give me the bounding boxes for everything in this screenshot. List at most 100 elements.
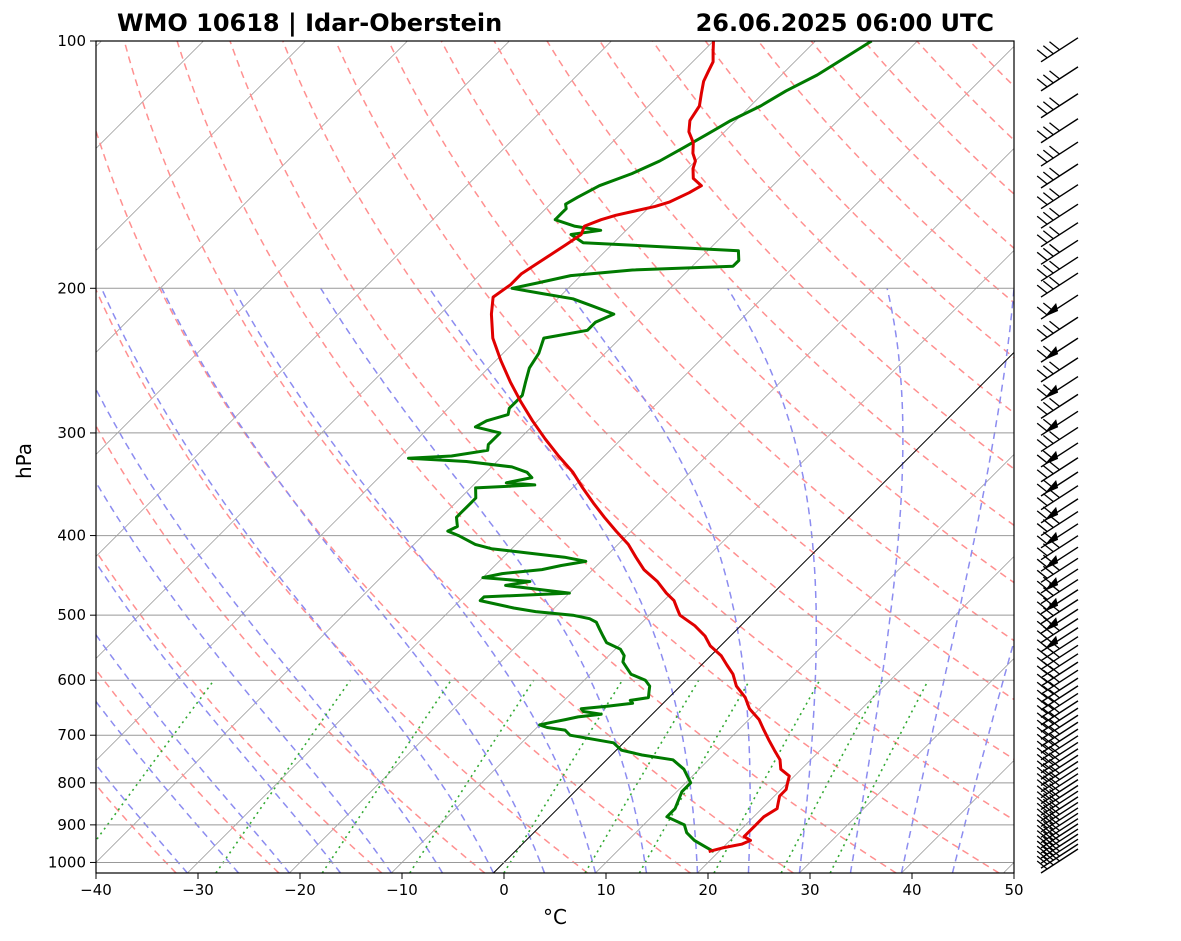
wind-barb-feather — [1049, 847, 1060, 857]
y-tick-label: 400 — [57, 527, 86, 545]
wind-barb — [1036, 272, 1079, 298]
wind-barb-feather — [1042, 856, 1054, 866]
y-axis-label: hPa — [12, 443, 36, 479]
wind-barb-feather — [1036, 779, 1048, 789]
wind-barb-feather — [1049, 188, 1060, 198]
wind-barb-feather — [1036, 369, 1048, 379]
dry-adiabat-line — [334, 41, 1014, 761]
wind-barb-feather — [1042, 171, 1054, 181]
wind-barb — [1036, 523, 1079, 549]
wind-barb-feather — [1036, 840, 1048, 850]
wind-barb-feather — [1036, 824, 1048, 834]
x-tick-label: −20 — [284, 881, 316, 899]
wind-barb-feather — [1036, 105, 1048, 115]
wind-barb-feather — [1036, 558, 1048, 568]
moist-adiabat-line — [951, 638, 1014, 873]
wind-barb-feather — [1042, 126, 1054, 136]
mixing-ratio-line — [321, 679, 452, 873]
x-tick-label: −10 — [386, 881, 418, 899]
wind-barb-feather — [1036, 130, 1048, 140]
chart-timestamp: 26.06.2025 06:00 UTC — [696, 9, 994, 37]
wind-barb — [1036, 833, 1079, 859]
wind-barb-feather — [1036, 580, 1048, 590]
wind-barb-feather — [1042, 809, 1054, 819]
isotherm-line — [391, 250, 1014, 873]
moist-adiabat-line — [727, 287, 818, 873]
wind-barb-feather — [1036, 483, 1048, 493]
wind-barb — [1036, 66, 1079, 92]
wind-barb-feather — [1036, 791, 1048, 801]
wind-barb — [1036, 393, 1079, 419]
wind-barb-feather — [1036, 785, 1048, 795]
wind-barb-feather — [1042, 841, 1054, 851]
wind-barb-feather — [1049, 461, 1060, 471]
wind-barb — [1036, 818, 1079, 844]
wind-barb-feather — [1049, 852, 1060, 862]
wind-barb — [1036, 337, 1079, 363]
wind-barb — [1036, 568, 1079, 594]
wind-barb-feather — [1036, 438, 1048, 448]
moist-adiabat-line — [232, 287, 597, 873]
isotherm-line — [697, 556, 1014, 873]
mixing-ratio-line — [96, 679, 215, 842]
wind-barb — [1036, 222, 1079, 248]
wind-barb-feather — [1036, 830, 1048, 840]
wind-barb-feather — [1036, 850, 1048, 860]
wind-barb-feather — [1049, 97, 1060, 107]
wind-barb — [1036, 801, 1079, 828]
wind-barb — [1036, 93, 1079, 119]
wind-barb-feather — [1049, 260, 1060, 270]
wind-barb-feather — [1042, 434, 1054, 444]
x-axis: −40 −30 −20 −10 0 10 20 30 40 50 — [80, 873, 1024, 899]
wind-barb-feather — [1042, 493, 1054, 503]
wind-barb-feather — [1042, 192, 1054, 202]
wind-barb — [1036, 589, 1079, 615]
x-tick-label: 20 — [698, 881, 717, 899]
wind-barb-feather — [1036, 630, 1048, 640]
wind-barb-feather — [1042, 831, 1054, 841]
dry-adiabat-line — [282, 41, 1014, 822]
wind-barb-feather — [1049, 805, 1060, 815]
wind-barb-feather — [1042, 506, 1054, 516]
isotherm-line — [595, 454, 1014, 873]
wind-barb-feather — [1049, 842, 1060, 852]
wind-barb-feather — [1049, 430, 1060, 440]
isotherm-line — [96, 41, 714, 659]
wind-barb-feather — [1042, 230, 1054, 240]
wind-barb — [1036, 807, 1079, 833]
isotherm-line — [96, 41, 408, 353]
dry-adiabat-line — [229, 41, 1000, 873]
wind-barb-feather — [1036, 665, 1048, 675]
wind-barb — [1036, 828, 1079, 854]
wind-barb-feather — [1036, 673, 1048, 683]
wind-barbs — [1036, 37, 1079, 874]
wind-barb-feather — [1036, 860, 1048, 870]
dry-adiabat-line — [387, 41, 1014, 701]
wind-barb — [1036, 457, 1079, 483]
wind-barb-feather — [1036, 49, 1048, 59]
wind-barb — [1036, 546, 1079, 572]
wind-barb-feather — [1036, 835, 1048, 845]
wind-barb-feather — [1042, 45, 1054, 55]
wind-barb — [1036, 37, 1079, 63]
wind-barb-feather — [1049, 397, 1060, 407]
wind-barb-feather — [1042, 450, 1054, 460]
wind-barb — [1036, 118, 1079, 144]
moist-adiabat-line — [900, 288, 1014, 873]
wind-barb-feather — [1042, 607, 1054, 617]
y-tick-label: 600 — [57, 671, 86, 689]
wind-barb-feather — [1042, 465, 1054, 475]
mixing-ratio-line — [215, 679, 352, 873]
wind-barb — [1036, 848, 1079, 874]
dry-adiabat-line — [440, 41, 1014, 642]
mixing-ratio-line — [409, 679, 535, 873]
wind-barb-feather — [1036, 681, 1048, 691]
wind-barb-feather — [1036, 284, 1048, 294]
wind-barb-feather — [1049, 122, 1060, 132]
moist-adiabat-line — [96, 387, 444, 873]
wind-barb — [1036, 357, 1079, 383]
wind-barb-feather — [1036, 175, 1048, 185]
wind-barb-feather — [1042, 384, 1054, 394]
wind-barb-feather — [1042, 401, 1054, 411]
dry-adiabat-line — [96, 288, 588, 873]
